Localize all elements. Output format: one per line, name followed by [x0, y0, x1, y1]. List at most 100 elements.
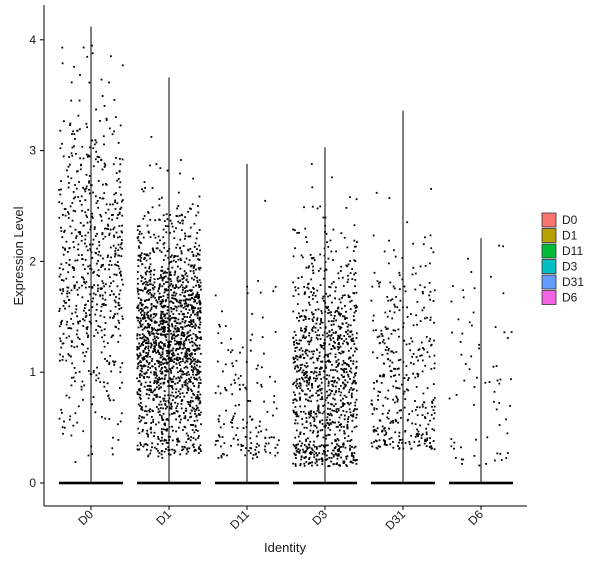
data-point — [332, 376, 334, 379]
data-point — [310, 414, 312, 417]
data-point — [121, 315, 124, 318]
data-point — [386, 416, 389, 419]
data-point — [347, 274, 349, 277]
data-point — [144, 336, 147, 338]
data-point — [137, 403, 140, 406]
data-point — [103, 192, 106, 194]
data-point — [158, 403, 161, 406]
data-point — [272, 414, 274, 417]
data-point — [336, 462, 338, 465]
data-point — [314, 309, 317, 311]
data-point — [89, 243, 91, 246]
data-point — [343, 418, 346, 421]
data-point — [390, 350, 392, 353]
data-point — [392, 421, 395, 424]
data-point — [196, 314, 199, 317]
data-point — [294, 436, 297, 439]
data-point — [421, 359, 424, 362]
data-point — [312, 287, 314, 289]
data-point — [353, 239, 356, 242]
data-point — [138, 347, 140, 350]
data-point — [233, 379, 236, 382]
data-point — [191, 203, 194, 206]
data-point — [136, 377, 138, 380]
data-point — [188, 373, 190, 376]
data-point — [293, 330, 296, 333]
data-point — [349, 300, 352, 303]
data-point — [145, 443, 148, 445]
data-point — [315, 458, 317, 461]
data-point — [100, 215, 103, 218]
data-point — [199, 370, 202, 373]
data-point — [161, 285, 164, 288]
data-point — [311, 383, 313, 385]
data-point — [60, 323, 62, 325]
data-point — [69, 122, 72, 125]
data-point — [322, 405, 324, 407]
data-point — [220, 456, 223, 459]
data-point — [181, 384, 184, 386]
data-point — [496, 379, 499, 382]
data-point — [170, 332, 173, 335]
data-point — [328, 359, 330, 362]
data-point — [320, 392, 323, 395]
data-point — [160, 361, 163, 364]
data-point — [65, 336, 68, 339]
data-point — [192, 306, 194, 308]
data-point — [137, 282, 139, 285]
data-point — [430, 447, 433, 450]
data-point — [167, 446, 170, 449]
data-point — [301, 418, 303, 420]
data-point — [68, 156, 70, 158]
data-point — [412, 353, 415, 355]
data-point — [119, 366, 122, 369]
data-point — [161, 419, 164, 421]
data-point — [177, 191, 180, 194]
data-point — [72, 267, 74, 269]
data-point — [340, 326, 343, 329]
data-point — [430, 414, 433, 416]
data-point — [121, 224, 123, 227]
data-point — [321, 463, 324, 465]
data-point — [161, 436, 163, 439]
data-point — [175, 407, 178, 410]
data-point — [239, 388, 241, 390]
data-point — [81, 380, 84, 383]
data-point — [376, 447, 379, 450]
data-point — [193, 446, 195, 449]
data-point — [379, 391, 381, 393]
data-point — [433, 396, 436, 399]
data-point — [196, 279, 199, 282]
data-point — [319, 389, 322, 392]
data-point — [85, 173, 88, 176]
data-point — [184, 291, 186, 294]
data-point — [372, 319, 374, 322]
data-point — [410, 447, 413, 450]
data-point — [389, 443, 392, 446]
data-point — [423, 306, 425, 309]
data-point — [70, 340, 73, 342]
data-point — [170, 402, 173, 405]
data-point — [152, 249, 155, 252]
data-point — [303, 206, 305, 209]
data-point — [156, 242, 159, 244]
data-point — [384, 443, 387, 446]
data-point — [397, 398, 399, 401]
data-point — [98, 372, 101, 375]
data-point — [356, 306, 358, 309]
data-point — [190, 436, 192, 438]
data-point — [149, 291, 151, 294]
data-point — [144, 256, 146, 259]
data-point — [249, 452, 252, 455]
data-point — [192, 286, 195, 289]
legend-label: D1 — [562, 229, 578, 243]
data-point — [179, 257, 182, 260]
data-point — [269, 451, 271, 454]
data-point — [146, 326, 149, 329]
data-point — [62, 288, 64, 290]
data-point — [275, 407, 278, 410]
data-point — [137, 380, 140, 383]
data-point — [151, 329, 154, 331]
data-point — [317, 394, 319, 397]
data-point — [70, 177, 73, 180]
